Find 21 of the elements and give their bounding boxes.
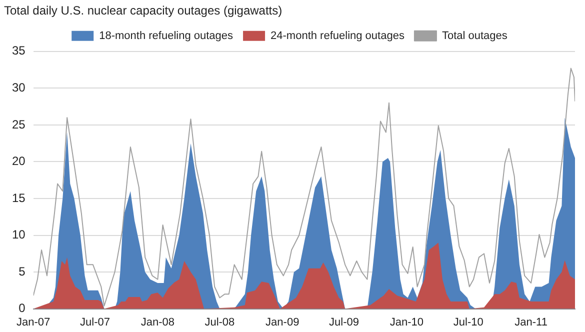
legend-label: 24-month refueling outages bbox=[270, 30, 405, 42]
chart-title: Total daily U.S. nuclear capacity outages (gigawatts) bbox=[4, 4, 282, 18]
y-tick-label: 25 bbox=[12, 117, 26, 132]
x-tick-label: Jan-07 bbox=[16, 316, 50, 328]
x-tick-label: Jan-08 bbox=[140, 316, 175, 328]
y-tick-label: 30 bbox=[12, 80, 26, 94]
x-tick-label: Jan-09 bbox=[266, 316, 300, 328]
y-tick-label: 35 bbox=[12, 44, 26, 58]
y-tick-label: 10 bbox=[12, 228, 26, 242]
y-tick-label: 0 bbox=[18, 301, 26, 316]
legend-label: Total outages bbox=[442, 30, 508, 42]
y-tick-label: 20 bbox=[12, 154, 26, 168]
x-tick-label: Jan-10 bbox=[390, 316, 424, 328]
y-tick-label: 5 bbox=[18, 264, 26, 278]
x-tick-label: Jul-10 bbox=[453, 316, 484, 328]
x-tick-label: Jan-11 bbox=[514, 316, 548, 328]
x-tick-label: Jul-07 bbox=[80, 316, 110, 328]
legend-label: 18-month refueling outages bbox=[99, 30, 234, 42]
y-tick-label: 15 bbox=[12, 190, 26, 205]
x-tick-label: Jul-08 bbox=[204, 316, 235, 328]
x-tick-label: Jul-09 bbox=[329, 316, 360, 328]
